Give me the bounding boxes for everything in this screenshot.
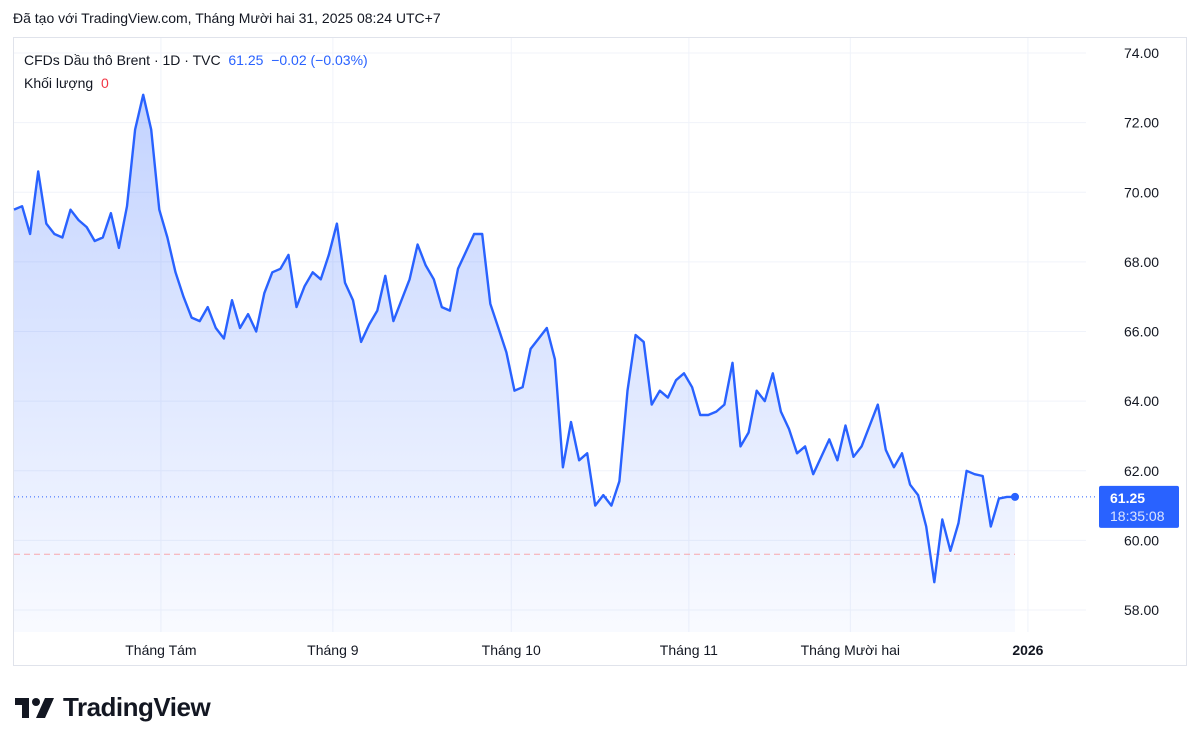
price-label-countdown: 18:35:08: [1110, 508, 1165, 524]
volume-label[interactable]: Khối lượng: [24, 75, 94, 91]
y-tick-label: 64.00: [1124, 393, 1159, 409]
y-tick-label: 62.00: [1124, 463, 1159, 479]
chart-frame: [13, 37, 1187, 666]
brand-name: TradingView: [63, 692, 211, 722]
symbol-title[interactable]: CFDs Dầu thô Brent · 1D · TVC: [24, 52, 221, 68]
price-label-value: 61.25: [1110, 490, 1145, 506]
y-tick-label: 70.00: [1124, 184, 1159, 200]
x-tick-label: Tháng 11: [660, 642, 718, 658]
last-point-marker: [1011, 492, 1019, 501]
x-tick-label: Tháng 10: [482, 642, 541, 658]
price-label-box: [1099, 485, 1179, 528]
volume-value: 0: [100, 75, 109, 91]
last-price: 61.25: [228, 52, 264, 68]
x-tick-label: 2026: [1012, 642, 1043, 658]
area-fill: [14, 94, 1015, 633]
y-tick-label: 60.00: [1124, 532, 1159, 548]
chart-legend: CFDs Dầu thô Brent · 1D · TVC 61.25 −0.0…: [24, 49, 368, 95]
y-tick-label: 74.00: [1124, 45, 1159, 61]
y-tick-label: 72.00: [1124, 115, 1159, 131]
price-change: −0.02 (−0.03%): [271, 52, 368, 68]
y-tick-label: 58.00: [1124, 602, 1159, 618]
x-tick-label: Tháng Mười hai: [801, 642, 900, 658]
tradingview-logo[interactable]: TradingView: [15, 692, 211, 723]
x-tick-label: Tháng 9: [307, 642, 359, 658]
chart-caption: Đã tạo với TradingView.com, Tháng Mười h…: [13, 10, 441, 26]
y-tick-label: 66.00: [1124, 324, 1159, 340]
y-tick-label: 68.00: [1124, 254, 1159, 270]
x-tick-label: Tháng Tám: [125, 642, 196, 658]
price-line: [13, 93, 1015, 584]
tradingview-logo-icon: [15, 697, 54, 718]
